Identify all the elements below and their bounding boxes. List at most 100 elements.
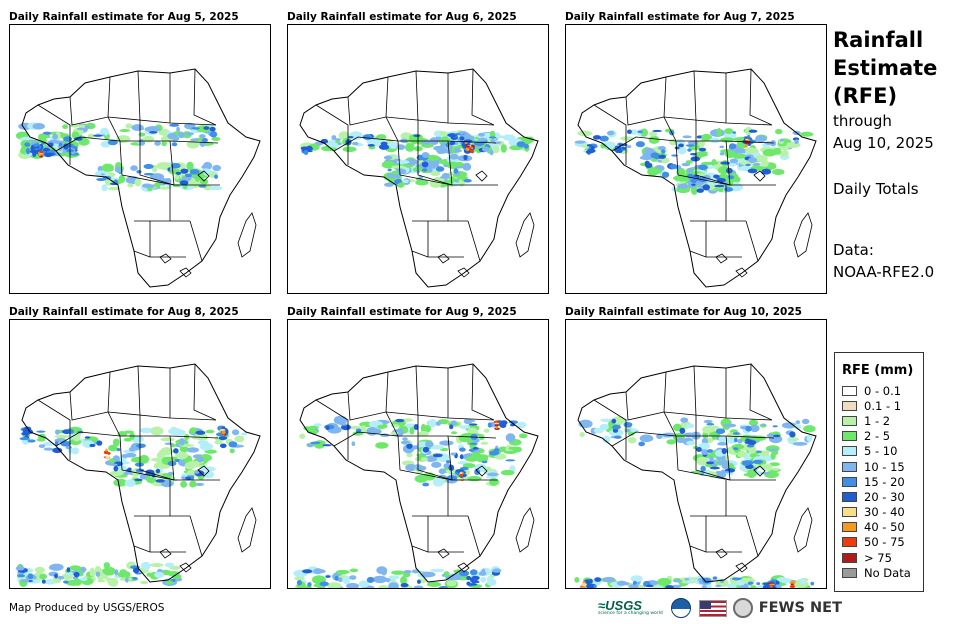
- rain-cell: [463, 178, 472, 183]
- rain-cell: [717, 442, 728, 446]
- rain-cell: [606, 130, 615, 136]
- rain-cell: [747, 581, 754, 585]
- rain-cell: [489, 149, 494, 156]
- legend-label: 40 - 50: [864, 520, 905, 535]
- rain-cell: [700, 465, 706, 472]
- us-flag-icon: [698, 599, 727, 617]
- rain-cell: [114, 569, 119, 576]
- rain-cell: [508, 446, 522, 451]
- rain-cell: [773, 434, 781, 438]
- rain-cell: [342, 420, 348, 423]
- rain-cell: [41, 579, 46, 584]
- country-border: [347, 96, 387, 126]
- rain-cell: [630, 575, 643, 583]
- rain-cell: [169, 123, 180, 127]
- rain-cell: [107, 139, 118, 146]
- rain-cell: [720, 137, 735, 143]
- rain-cell: [716, 177, 727, 183]
- rain-cell: [84, 436, 91, 439]
- rain-cell: [351, 441, 356, 446]
- rain-cell: [790, 583, 794, 586]
- country-border: [689, 250, 707, 258]
- lake-outline: [159, 253, 172, 264]
- rain-cell: [100, 173, 105, 176]
- rain-cell: [467, 475, 482, 482]
- africa-map-svg: [299, 68, 539, 288]
- coastline: [577, 68, 817, 288]
- rain-cell: [748, 129, 758, 133]
- rain-cell: [452, 149, 463, 153]
- rain-cell: [384, 182, 394, 187]
- rain-cell: [459, 471, 463, 475]
- rain-cell: [731, 577, 742, 581]
- rainfall-overlay: [15, 425, 248, 588]
- country-border: [427, 221, 464, 258]
- rain-cell: [459, 131, 464, 135]
- rain-cell: [399, 428, 404, 432]
- country-border: [139, 416, 175, 481]
- rain-cell: [346, 582, 360, 588]
- rain-cell: [362, 134, 373, 141]
- rain-cell: [219, 443, 227, 449]
- rain-cell: [421, 143, 434, 148]
- lake-outline: [457, 267, 470, 278]
- rain-cell: [666, 439, 677, 445]
- rain-cell: [579, 432, 585, 438]
- rain-cell: [721, 471, 731, 474]
- rain-cell: [426, 581, 442, 587]
- rain-cell: [714, 184, 725, 188]
- rain-cell: [503, 450, 517, 454]
- rain-cell: [500, 423, 507, 429]
- rain-cell: [706, 461, 714, 465]
- country-border: [237, 507, 257, 553]
- rain-cell: [142, 135, 155, 143]
- rain-cell: [32, 123, 45, 130]
- rain-cell: [117, 570, 131, 579]
- rain-cell: [167, 471, 175, 476]
- rain-cell: [744, 142, 751, 145]
- rain-cell: [761, 423, 766, 426]
- rain-cell: [470, 579, 478, 583]
- panel-aug-9: Daily Rainfall estimate for Aug 9, 2025: [287, 305, 549, 589]
- panel-aug-6: Daily Rainfall estimate for Aug 6, 2025: [287, 10, 549, 294]
- rain-cell: [716, 461, 725, 465]
- rain-cell: [665, 585, 674, 588]
- panel-title: Daily Rainfall estimate for Aug 7, 2025: [565, 11, 795, 23]
- rain-cell: [500, 469, 515, 476]
- rain-cell: [678, 143, 684, 148]
- rain-cell: [195, 430, 206, 435]
- rain-cell: [170, 162, 181, 169]
- rain-cell: [134, 178, 142, 187]
- rain-cell: [73, 137, 83, 141]
- rain-cell: [186, 447, 200, 453]
- legend-item: 30 - 40: [842, 505, 923, 520]
- rain-cell: [402, 179, 409, 184]
- rain-cell: [650, 152, 660, 159]
- rain-cell: [132, 567, 140, 574]
- country-border: [675, 140, 679, 176]
- rain-cell: [150, 562, 164, 568]
- rain-cell: [43, 447, 54, 451]
- rain-cell: [168, 427, 182, 435]
- rain-cell: [72, 434, 81, 442]
- rain-cell: [421, 168, 428, 172]
- country-border: [427, 516, 464, 553]
- country-border: [593, 399, 627, 460]
- rain-cell: [39, 150, 44, 154]
- rain-cell: [600, 418, 613, 423]
- rain-cell: [748, 419, 759, 427]
- rain-cell: [105, 448, 108, 452]
- legend-item: 10 - 15: [842, 459, 923, 474]
- rain-cell: [698, 139, 705, 148]
- rainfall-map: [565, 319, 827, 589]
- rain-cell: [788, 437, 799, 442]
- rain-cell: [143, 172, 154, 176]
- africa-map-svg: [574, 363, 817, 588]
- rain-cell: [652, 129, 663, 133]
- rain-cell: [741, 460, 751, 466]
- rain-cell: [87, 133, 95, 139]
- rain-cell: [657, 577, 672, 586]
- rain-cell: [497, 425, 501, 429]
- country-border: [119, 140, 123, 176]
- rain-cell: [402, 437, 408, 441]
